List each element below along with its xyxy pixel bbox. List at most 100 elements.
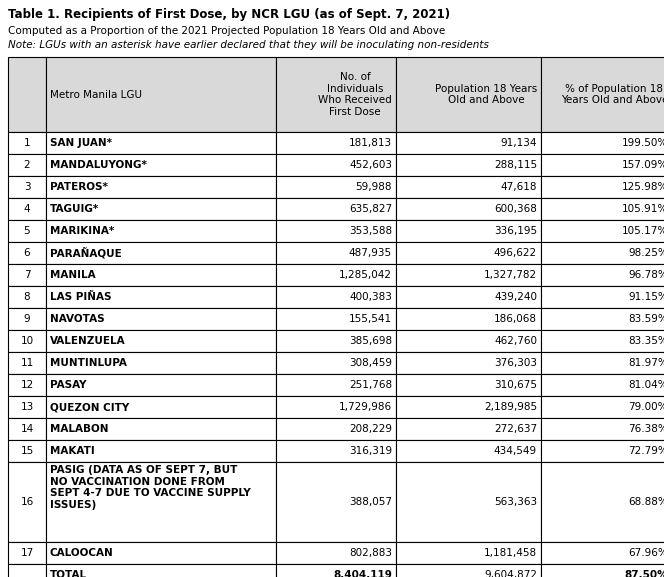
Bar xyxy=(46,440,276,462)
Text: 13: 13 xyxy=(21,402,34,412)
Bar xyxy=(396,564,541,577)
Bar xyxy=(46,374,276,396)
Bar xyxy=(396,198,541,220)
Text: 68.88%: 68.88% xyxy=(628,497,664,507)
Bar xyxy=(8,396,46,418)
Bar xyxy=(541,286,664,308)
Text: 186,068: 186,068 xyxy=(494,314,537,324)
Text: Metro Manila LGU: Metro Manila LGU xyxy=(50,89,142,99)
Bar xyxy=(8,286,46,308)
Text: 96.78%: 96.78% xyxy=(628,270,664,280)
Text: MAKATI: MAKATI xyxy=(50,446,95,456)
Text: 67.96%: 67.96% xyxy=(628,548,664,558)
Bar xyxy=(541,396,664,418)
Bar xyxy=(46,352,276,374)
Text: 3: 3 xyxy=(24,182,31,192)
Bar xyxy=(8,462,46,542)
Bar xyxy=(276,57,396,132)
Bar xyxy=(46,330,276,352)
Text: 1,729,986: 1,729,986 xyxy=(339,402,392,412)
Text: 6: 6 xyxy=(24,248,31,258)
Bar xyxy=(276,132,396,154)
Text: PASAY: PASAY xyxy=(50,380,86,390)
Text: 8: 8 xyxy=(24,292,31,302)
Text: VALENZUELA: VALENZUELA xyxy=(50,336,125,346)
Text: 439,240: 439,240 xyxy=(494,292,537,302)
Text: NAVOTAS: NAVOTAS xyxy=(50,314,105,324)
Text: 802,883: 802,883 xyxy=(349,548,392,558)
Text: % of Population 18
Years Old and Above: % of Population 18 Years Old and Above xyxy=(560,84,664,105)
Bar xyxy=(46,264,276,286)
Bar xyxy=(396,396,541,418)
Bar xyxy=(396,352,541,374)
Text: TOTAL: TOTAL xyxy=(50,570,87,577)
Bar xyxy=(8,352,46,374)
Bar xyxy=(276,330,396,352)
Text: 15: 15 xyxy=(21,446,34,456)
Text: 288,115: 288,115 xyxy=(494,160,537,170)
Text: 14: 14 xyxy=(21,424,34,434)
Text: 91,134: 91,134 xyxy=(501,138,537,148)
Bar xyxy=(46,564,276,577)
Text: 462,760: 462,760 xyxy=(494,336,537,346)
Text: 308,459: 308,459 xyxy=(349,358,392,368)
Text: MUNTINLUPA: MUNTINLUPA xyxy=(50,358,127,368)
Bar xyxy=(276,176,396,198)
Text: 336,195: 336,195 xyxy=(494,226,537,236)
Bar xyxy=(8,564,46,577)
Bar xyxy=(8,264,46,286)
Text: 353,588: 353,588 xyxy=(349,226,392,236)
Text: 2,189,985: 2,189,985 xyxy=(484,402,537,412)
Text: 91.15%: 91.15% xyxy=(628,292,664,302)
Bar xyxy=(46,308,276,330)
Text: TAGUIG*: TAGUIG* xyxy=(50,204,99,214)
Text: 83.35%: 83.35% xyxy=(628,336,664,346)
Text: MANILA: MANILA xyxy=(50,270,96,280)
Text: 72.79%: 72.79% xyxy=(628,446,664,456)
Text: 272,637: 272,637 xyxy=(494,424,537,434)
Bar xyxy=(541,308,664,330)
Bar xyxy=(541,132,664,154)
Bar xyxy=(396,286,541,308)
Text: 635,827: 635,827 xyxy=(349,204,392,214)
Bar xyxy=(8,220,46,242)
Bar xyxy=(46,220,276,242)
Bar xyxy=(541,542,664,564)
Bar xyxy=(276,396,396,418)
Text: 1: 1 xyxy=(24,138,31,148)
Text: 1,181,458: 1,181,458 xyxy=(484,548,537,558)
Text: Computed as a Proportion of the 2021 Projected Population 18 Years Old and Above: Computed as a Proportion of the 2021 Pro… xyxy=(8,26,446,36)
Bar xyxy=(276,308,396,330)
Text: CALOOCAN: CALOOCAN xyxy=(50,548,114,558)
Bar xyxy=(396,154,541,176)
Bar xyxy=(8,57,46,132)
Text: 1,327,782: 1,327,782 xyxy=(484,270,537,280)
Text: 81.04%: 81.04% xyxy=(628,380,664,390)
Bar xyxy=(541,57,664,132)
Text: 16: 16 xyxy=(21,497,34,507)
Text: 12: 12 xyxy=(21,380,34,390)
Text: 8,404,119: 8,404,119 xyxy=(333,570,392,577)
Bar xyxy=(276,220,396,242)
Bar xyxy=(541,198,664,220)
Text: LAS PIÑAS: LAS PIÑAS xyxy=(50,292,112,302)
Bar xyxy=(396,220,541,242)
Bar xyxy=(396,132,541,154)
Bar xyxy=(46,286,276,308)
Text: 310,675: 310,675 xyxy=(494,380,537,390)
Text: 496,622: 496,622 xyxy=(494,248,537,258)
Text: Population 18 Years
Old and Above: Population 18 Years Old and Above xyxy=(435,84,537,105)
Bar xyxy=(276,542,396,564)
Text: 316,319: 316,319 xyxy=(349,446,392,456)
Bar xyxy=(396,374,541,396)
Text: 9: 9 xyxy=(24,314,31,324)
Text: 81.97%: 81.97% xyxy=(628,358,664,368)
Bar xyxy=(46,418,276,440)
Text: No. of
Individuals
Who Received
First Dose: No. of Individuals Who Received First Do… xyxy=(318,72,392,117)
Bar xyxy=(8,418,46,440)
Bar xyxy=(8,198,46,220)
Text: Note: LGUs with an asterisk have earlier declared that they will be inoculating : Note: LGUs with an asterisk have earlier… xyxy=(8,40,489,50)
Text: 5: 5 xyxy=(24,226,31,236)
Bar xyxy=(8,542,46,564)
Text: 7: 7 xyxy=(24,270,31,280)
